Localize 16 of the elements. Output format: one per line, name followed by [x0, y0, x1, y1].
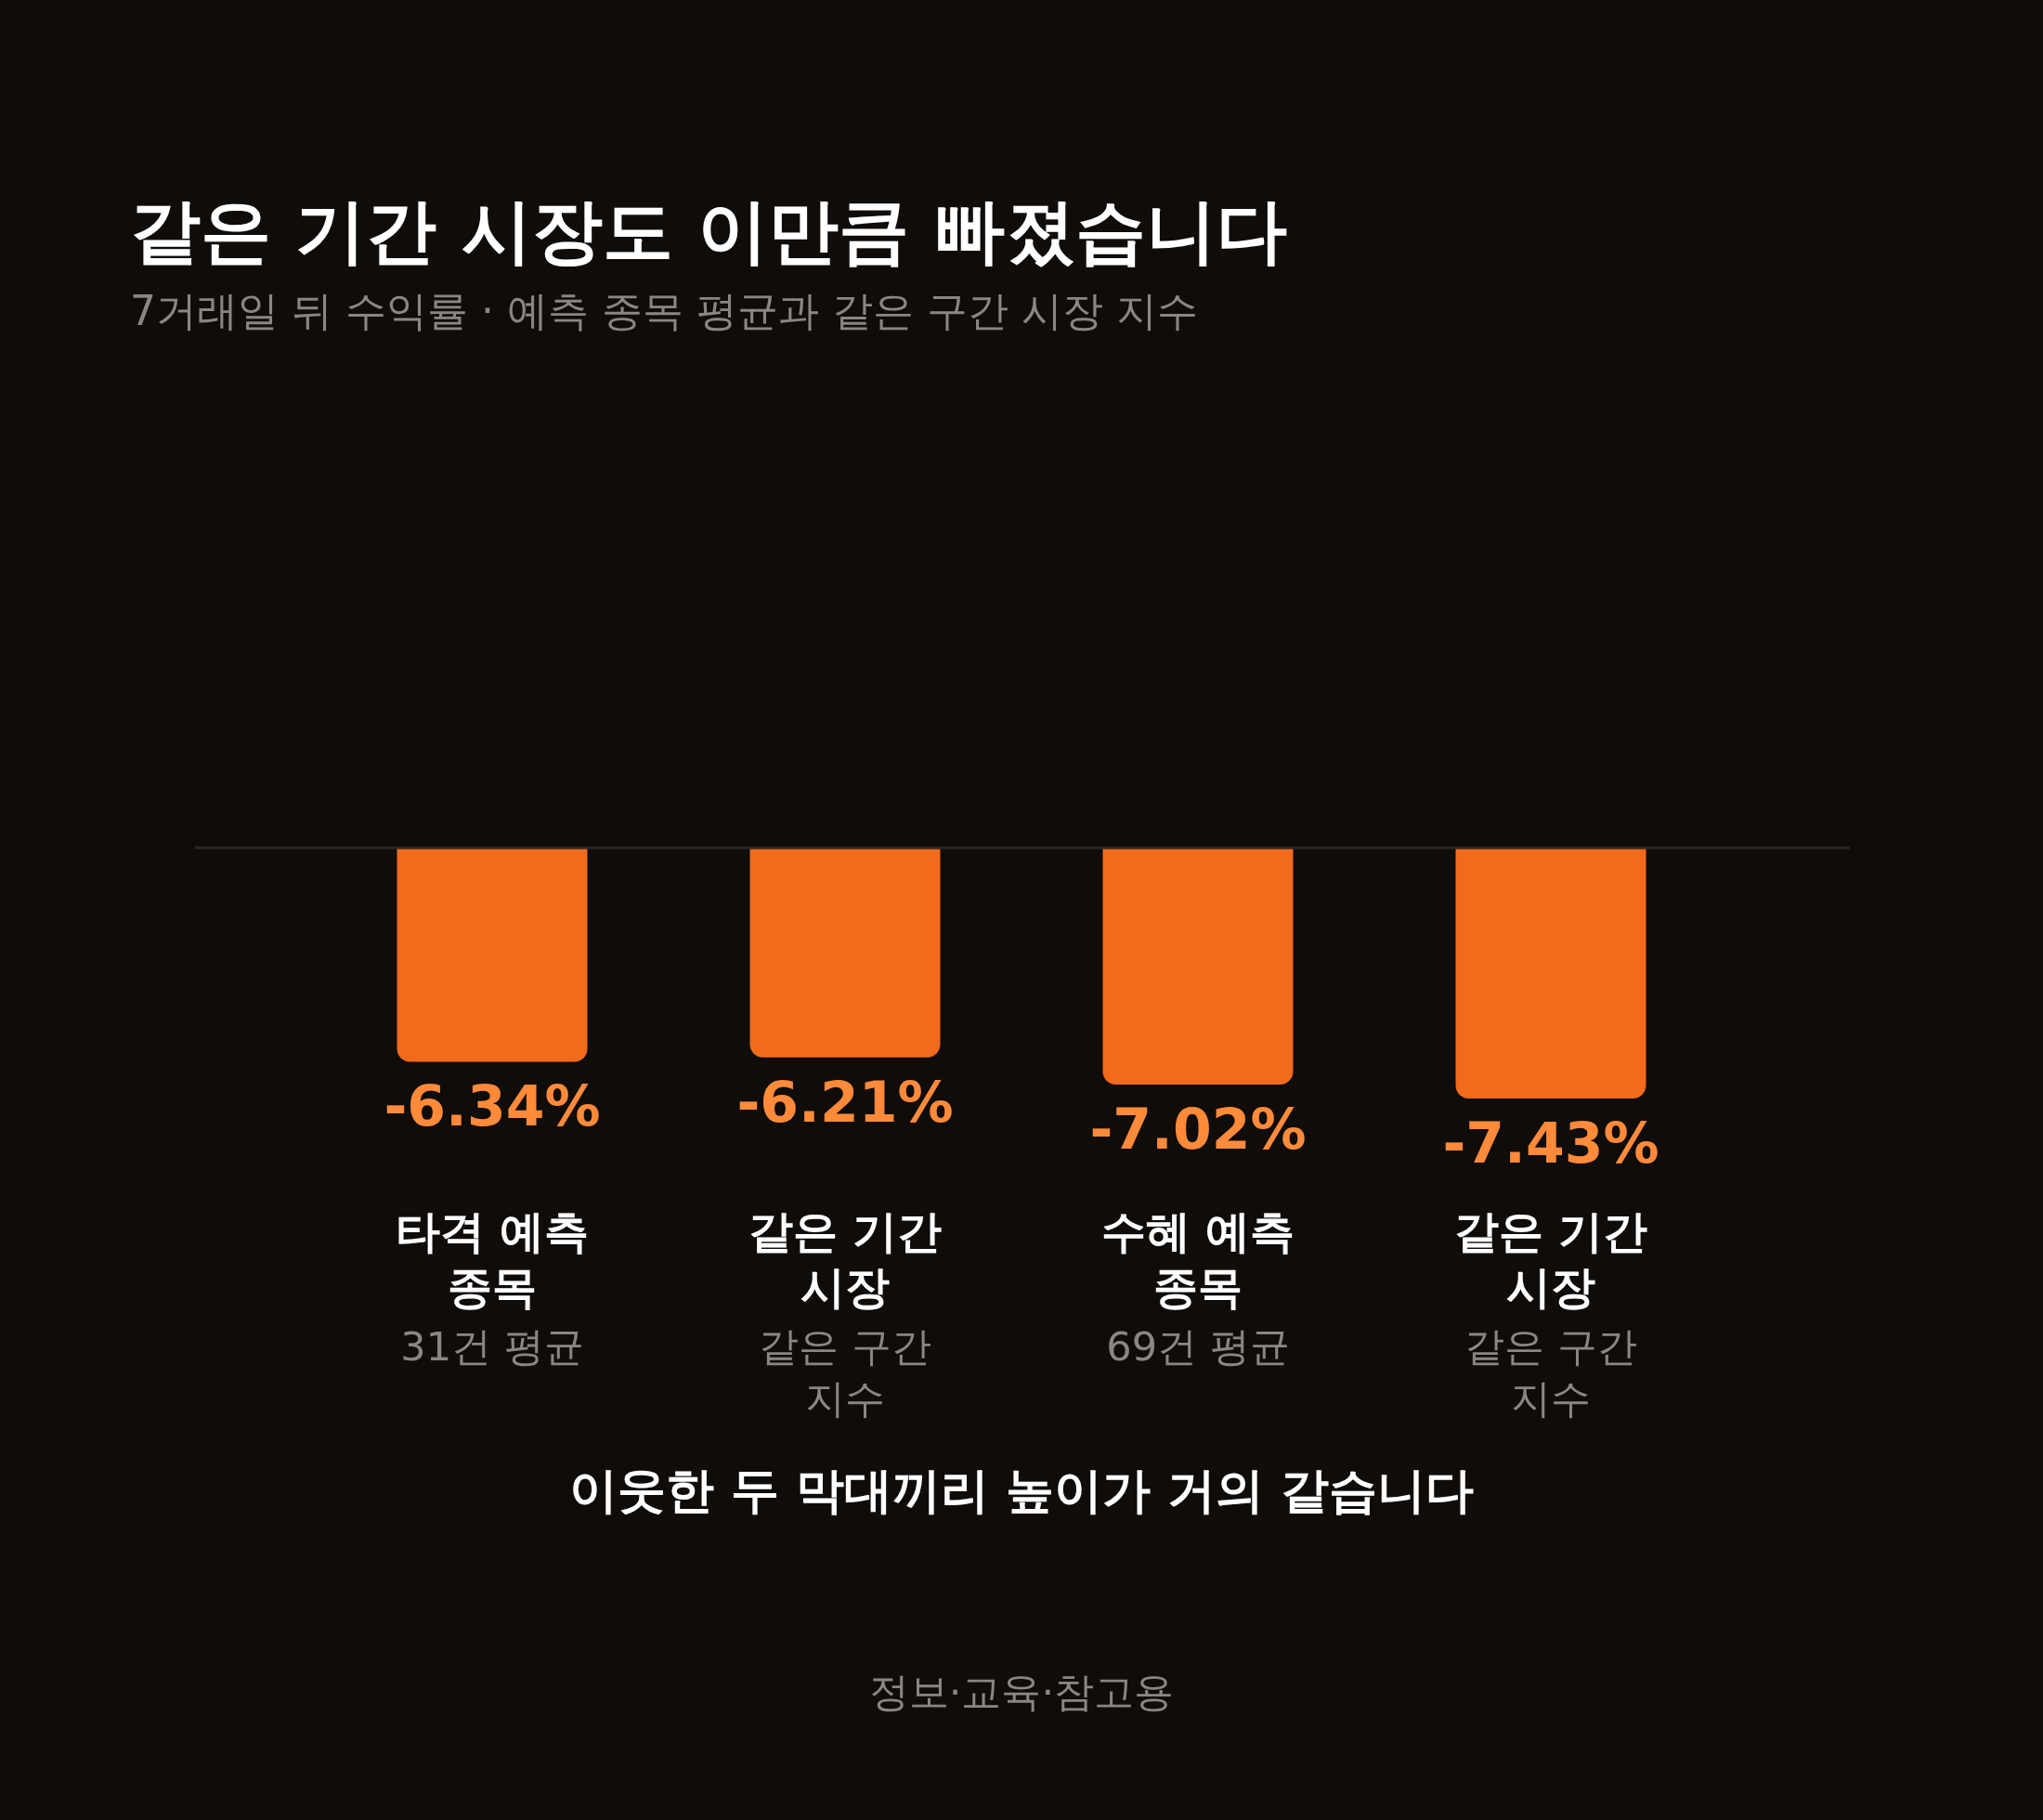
x-tick-label: 타격 예측 종목	[395, 1205, 590, 1313]
chart-subtitle: 7거래일 뒤 수익률 · 예측 종목 평균과 같은 구간 시장 지수	[130, 287, 1198, 334]
data-label: -7.02%	[1089, 1097, 1307, 1163]
data-label: -6.34%	[384, 1073, 601, 1139]
text: 정보·교육·참고용	[868, 1669, 1175, 1715]
x-tick-label: 같은 기간 시장	[748, 1205, 943, 1313]
data-label: -7.43%	[1442, 1111, 1659, 1176]
text: 같은 구간 지수	[1464, 1323, 1637, 1422]
x-tick-label: 수혜 예측 종목	[1100, 1205, 1295, 1313]
data-label: -6.21%	[736, 1069, 954, 1135]
text: 31건 평균	[400, 1323, 584, 1370]
chart-title: 같은 기간 시장도 이만큼 빠졌습니다	[130, 189, 1287, 272]
text: 이웃한 두 막대끼리 높이가 거의 같습니다	[568, 1462, 1475, 1518]
text: 69건 평균	[1106, 1323, 1290, 1370]
x-tick-label: 같은 기간 시장	[1453, 1205, 1648, 1313]
text: 같은 구간 지수	[759, 1323, 931, 1422]
